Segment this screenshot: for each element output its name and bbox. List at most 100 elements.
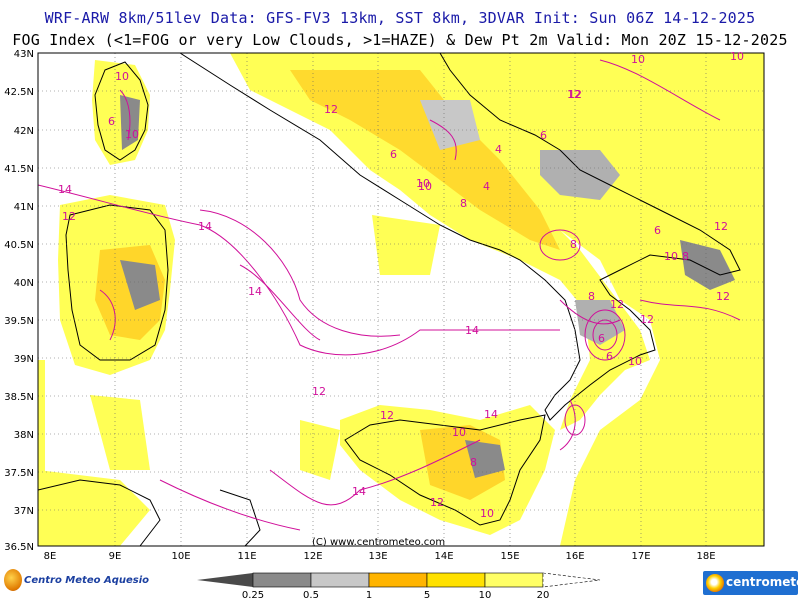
lon-label: 16E [565,551,584,562]
contour-label: 12 [716,290,730,303]
contour-label: 10 [115,70,129,83]
contour-label: 10 [631,53,645,66]
haze-patch-south [300,420,340,480]
contour-label: 12 [640,313,654,326]
contour-label: 6 [540,129,547,142]
contour-label: 6 [654,224,661,237]
contour-label: 4 [483,180,490,193]
contour-label: 14 [352,485,366,498]
contour-label: 6 [108,115,115,128]
logo-left-text: Centro Meteo Aquesio [24,575,149,586]
lon-label: 15E [500,551,519,562]
contour-label: 12 [312,385,326,398]
contour-label: 4 [495,143,502,156]
lon-label: 9E [109,551,122,562]
lat-label: 42N [14,126,34,137]
contour-label: 14 [198,220,212,233]
colorbar-tick: 0.25 [242,590,264,600]
colorbar-tick: 10 [479,590,492,600]
fog-patch-sicily [465,440,505,478]
lat-label: 42.5N [4,87,34,98]
map-fields [38,53,764,546]
contour-label: 14 [465,324,479,337]
colorbar-segment [484,572,544,588]
graticule [38,53,764,546]
colorbar: 0.25 0.5 1 5 10 20 [197,572,601,600]
lat-label: 37.5N [4,468,34,479]
latitude-labels: 43N 42.5N 42N 41.5N 41N 40.5N 40N 39.5N … [4,49,34,553]
lat-label: 39.5N [4,316,34,327]
contour-label: 10 [452,426,466,439]
lon-label: 18E [696,551,715,562]
fog-patch-puglia [540,150,620,200]
colorbar-tick: 1 [366,590,372,600]
sun-logo-icon [706,574,724,592]
contour-label: 6 [606,350,613,363]
lon-label: 10E [171,551,190,562]
contour-label: 8 [460,197,467,210]
contour-label: 10 [480,507,494,520]
contour-label: 10 [730,50,744,63]
haze-patch-southwest [90,395,150,470]
contour-label: 8 [588,290,595,303]
contour-label: 12 [567,88,581,101]
contour-label: 12 [430,496,444,509]
contour-label: 10 [628,355,642,368]
header-subtitle: FOG Index (<1=FOG or very Low Clouds, >1… [12,31,788,49]
fog-patch-apennines [420,100,480,150]
lat-label: 37N [14,506,34,517]
contour-label: 12 [568,88,582,101]
contour-label: 12 [324,103,338,116]
sun-logo-icon [4,569,22,591]
copyright-text: (C) www.centrometeo.com [312,537,445,548]
contour-label: 8 [570,238,577,251]
colorbar-tick: 20 [537,590,550,600]
contour-label: 14 [484,408,498,421]
colorbar-segment [426,572,486,588]
contour-label: 10 [418,180,432,193]
lat-label: 40.5N [4,240,34,251]
contour-label: 10 [664,250,678,263]
centro-meteo-aquesio-logo: Centro Meteo Aquesio [4,568,149,594]
colorbar-segment [310,572,370,588]
lat-label: 41N [14,202,34,213]
lat-label: 38.5N [4,392,34,403]
contour-label: 12 [62,210,76,223]
colorbar-tick: 0.5 [303,590,319,600]
haze-area-africa-west [38,470,150,546]
lon-label: 17E [631,551,650,562]
contour-label: 6 [390,148,397,161]
map-frame [37,52,765,547]
fog-patch-sardinia [120,260,160,310]
contour-label: 10 [416,177,430,190]
lat-label: 39N [14,354,34,365]
haze-area-italy-inner [290,70,560,250]
colorbar-segment [197,573,253,587]
haze-patch-tyrrhenian [372,215,440,275]
lon-label: 14E [434,551,453,562]
contour-label: 12 [380,409,394,422]
colorbar-segment [542,572,601,588]
coastlines [38,53,741,546]
lat-label: 43N [14,49,34,60]
colorbar-segment [252,572,312,588]
lat-label: 40N [14,278,34,289]
lon-label: 8E [44,551,57,562]
centrometeo-logo: centrometeo [703,571,800,595]
contour-label: 8 [470,456,477,469]
contour-label: 6 [598,332,605,345]
lat-label: 41.5N [4,164,34,175]
contour-label: 14 [58,183,72,196]
contour-labels: 10 12 6 14 12 14 14 14 12 4 6 8 10 12 4 … [58,50,744,520]
dewpoint-contours [38,59,741,531]
lon-label: 12E [303,551,322,562]
fog-patch-salento [680,240,735,290]
contour-label: 14 [248,285,262,298]
longitude-labels: 8E 9E 10E 11E 12E 13E 14E 15E 16E 17E 18… [44,551,716,562]
contour-label: 12 [714,220,728,233]
lat-label: 36.5N [4,542,34,553]
contour-label: 12 [610,298,624,311]
haze-area-east [430,53,764,546]
colorbar-segment [368,572,428,588]
